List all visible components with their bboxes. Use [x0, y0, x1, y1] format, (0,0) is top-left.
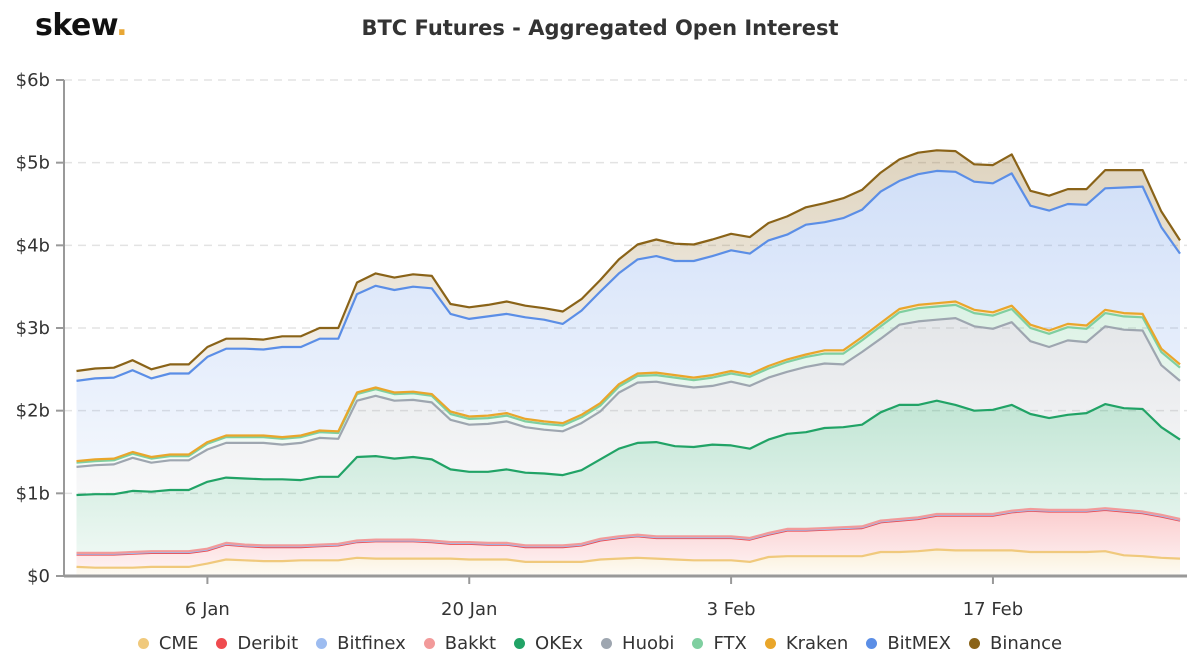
legend-dot-icon — [137, 638, 149, 649]
chart-title: BTC Futures - Aggregated Open Interest — [361, 16, 839, 40]
x-tick-label: 17 Feb — [963, 599, 1024, 620]
legend-label: Bitfinex — [337, 633, 406, 654]
legend-item-bakkt[interactable]: Bakkt — [423, 633, 497, 654]
legend-item-cme[interactable]: CME — [137, 633, 199, 654]
line-bakkt — [76, 507, 1181, 555]
y-tick-label: $2b — [16, 401, 50, 422]
x-tick-label: 3 Feb — [707, 599, 756, 620]
x-tick-label: 20 Jan — [441, 599, 497, 620]
line-ftx — [76, 303, 1181, 464]
legend-label: CME — [158, 633, 199, 654]
legend-label: Deribit — [237, 633, 299, 654]
y-tick-label: $4b — [16, 235, 50, 256]
axes: $0 $1b $2b $3b $4b $5b $6b 6 Jan 20 Jan 3 Feb 17 F… — [16, 70, 1187, 620]
legend-dot-icon — [764, 638, 776, 649]
legend-item-huobi[interactable]: Huobi — [601, 633, 674, 654]
legend-label: FTX — [713, 633, 747, 654]
line-okex — [76, 399, 1181, 497]
legend-item-okex[interactable]: OKEx — [514, 633, 583, 654]
area-cme — [76, 549, 1180, 576]
y-tick-label: $0 — [27, 566, 50, 587]
area-huobi — [76, 318, 1180, 495]
legend-dot-icon — [514, 638, 526, 649]
legend-item-binance[interactable]: Binance — [968, 633, 1063, 654]
line-kraken — [76, 300, 1181, 463]
legend-item-bitmex[interactable]: BitMEX — [866, 633, 951, 654]
legend-dot-icon — [866, 638, 878, 649]
legend-item-deribit[interactable]: Deribit — [216, 633, 298, 654]
y-tick-label: $6b — [16, 70, 50, 91]
legend-item-bitfinex[interactable]: Bitfinex — [316, 633, 406, 654]
line-binance — [76, 149, 1181, 373]
legend-dot-icon — [968, 638, 980, 649]
area-ftx — [76, 304, 1180, 467]
line-cme — [76, 548, 1181, 569]
legend-label: Binance — [989, 633, 1063, 654]
legend-dot-icon — [423, 638, 435, 649]
y-tick-label: $1b — [16, 483, 50, 504]
legend-item-kraken[interactable]: Kraken — [764, 633, 849, 654]
legend: CME Deribit Bitfinex Bakkt OKEx Huobi FTX Krake… — [0, 633, 1200, 654]
line-huobi — [76, 317, 1181, 468]
legend-label: Kraken — [785, 633, 849, 654]
logo-dot: . — [116, 8, 128, 43]
series-lines — [76, 149, 1181, 569]
legend-dot-icon — [601, 638, 613, 649]
x-tick-label: 6 Jan — [185, 599, 230, 620]
skew-logo: skew. — [35, 8, 128, 43]
legend-item-ftx[interactable]: FTX — [692, 633, 747, 654]
area-deribit — [76, 509, 1180, 568]
legend-label: Bakkt — [444, 633, 497, 654]
legend-dot-icon — [216, 638, 228, 649]
legend-dot-icon — [692, 638, 704, 649]
legend-label: BitMEX — [887, 633, 951, 654]
area-okex — [76, 400, 1180, 553]
legend-dot-icon — [316, 638, 328, 649]
y-tick-label: $5b — [16, 153, 50, 174]
y-tick-label: $3b — [16, 318, 50, 339]
legend-label: OKEx — [535, 633, 584, 654]
area-bitmex — [76, 170, 1180, 462]
logo-text: skew — [35, 8, 117, 43]
legend-label: Huobi — [622, 633, 675, 654]
line-bitmex — [76, 169, 1181, 382]
